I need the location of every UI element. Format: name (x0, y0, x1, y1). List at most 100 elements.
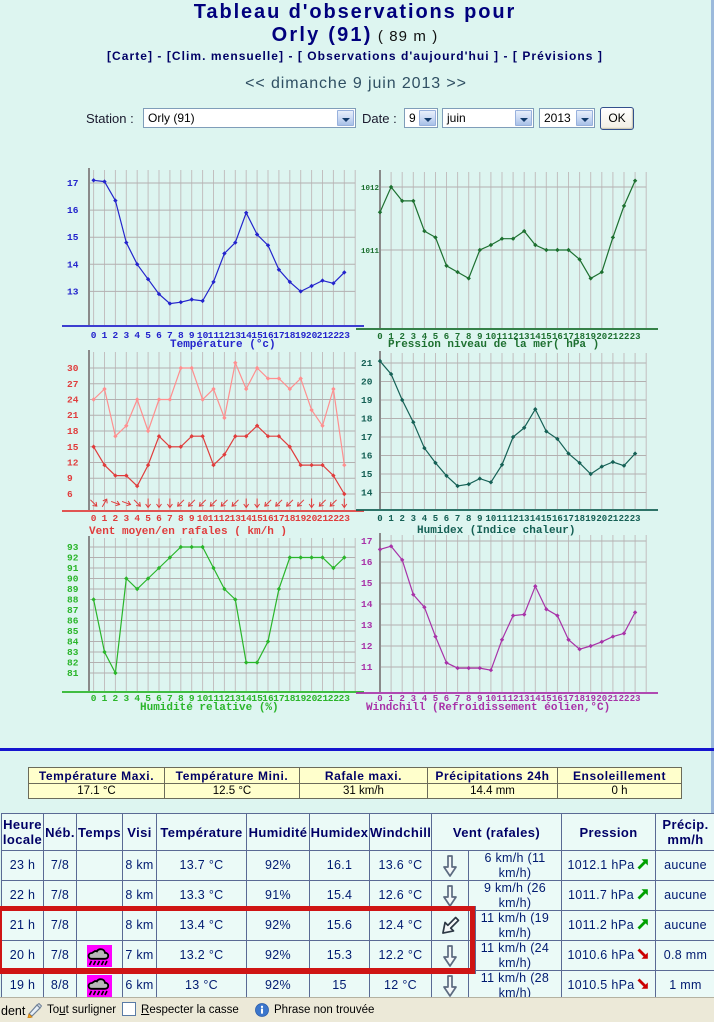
svg-text:13: 13 (230, 330, 242, 341)
svg-text:5: 5 (145, 513, 151, 524)
svg-text:12: 12 (508, 332, 519, 342)
svg-text:9: 9 (477, 332, 482, 342)
svg-text:11: 11 (208, 513, 220, 524)
svg-text:14: 14 (67, 259, 79, 270)
svg-text:18: 18 (284, 693, 296, 704)
svg-text:4: 4 (422, 694, 428, 704)
svg-text:30: 30 (67, 363, 79, 374)
svg-text:6: 6 (444, 332, 449, 342)
svg-text:6: 6 (444, 514, 449, 524)
svg-text:13: 13 (519, 332, 530, 342)
svg-text:7: 7 (167, 513, 173, 524)
svg-text:23: 23 (630, 332, 641, 342)
svg-text:19: 19 (295, 693, 307, 704)
svg-text:19: 19 (361, 395, 373, 406)
svg-text:0: 0 (91, 693, 97, 704)
svg-text:12: 12 (219, 693, 231, 704)
svg-text:13: 13 (519, 514, 530, 524)
svg-text:6: 6 (156, 513, 162, 524)
svg-text:17: 17 (361, 536, 373, 547)
svg-text:14: 14 (361, 488, 373, 499)
svg-text:8: 8 (466, 694, 471, 704)
svg-text:86: 86 (67, 616, 79, 627)
svg-text:15: 15 (251, 513, 263, 524)
svg-text:20: 20 (596, 514, 607, 524)
svg-text:9: 9 (189, 693, 195, 704)
svg-text:1012: 1012 (361, 185, 380, 193)
svg-text:10: 10 (197, 693, 209, 704)
svg-text:9: 9 (189, 330, 195, 341)
svg-text:27: 27 (67, 379, 79, 390)
svg-text:1: 1 (102, 513, 108, 524)
svg-text:16: 16 (552, 514, 563, 524)
svg-text:2: 2 (113, 693, 119, 704)
svg-text:21: 21 (67, 410, 79, 421)
svg-text:9: 9 (189, 513, 195, 524)
svg-text:11: 11 (497, 694, 508, 704)
svg-text:17: 17 (563, 332, 574, 342)
svg-text:17: 17 (563, 694, 574, 704)
svg-text:7: 7 (167, 330, 173, 341)
svg-text:14: 14 (530, 332, 541, 342)
svg-text:0: 0 (91, 330, 97, 341)
svg-text:13: 13 (230, 513, 242, 524)
svg-text:12: 12 (361, 641, 373, 652)
svg-text:17: 17 (67, 178, 79, 189)
svg-text:1: 1 (388, 694, 394, 704)
svg-text:7: 7 (455, 332, 460, 342)
svg-text:0: 0 (377, 332, 382, 342)
svg-text:2: 2 (113, 330, 119, 341)
svg-text:Humidité relative (%): Humidité relative (%) (140, 702, 279, 714)
svg-text:14: 14 (240, 330, 252, 341)
svg-text:7: 7 (167, 693, 173, 704)
svg-text:10: 10 (485, 694, 496, 704)
svg-text:5: 5 (433, 694, 438, 704)
svg-text:13: 13 (67, 286, 79, 297)
svg-text:3: 3 (123, 693, 129, 704)
svg-text:14: 14 (361, 599, 373, 610)
svg-text:91: 91 (67, 563, 79, 574)
svg-text:14: 14 (240, 693, 252, 704)
svg-text:83: 83 (67, 647, 79, 658)
svg-text:15: 15 (541, 694, 552, 704)
svg-text:12: 12 (67, 458, 79, 469)
svg-text:11: 11 (208, 330, 220, 341)
svg-text:8: 8 (178, 513, 184, 524)
svg-text:17: 17 (361, 432, 373, 443)
svg-text:24: 24 (67, 395, 79, 406)
svg-text:21: 21 (607, 694, 618, 704)
svg-text:23: 23 (339, 693, 351, 704)
svg-text:21: 21 (607, 514, 618, 524)
svg-text:11: 11 (497, 514, 508, 524)
svg-text:89: 89 (67, 584, 79, 595)
svg-text:Pression niveau de la mer( hPa: Pression niveau de la mer( hPa ) (388, 339, 599, 351)
svg-text:14: 14 (530, 694, 541, 704)
svg-text:20: 20 (596, 332, 607, 342)
svg-text:7: 7 (455, 694, 460, 704)
svg-text:20: 20 (361, 377, 373, 388)
svg-text:15: 15 (67, 232, 79, 243)
svg-text:15: 15 (361, 469, 373, 480)
svg-text:87: 87 (67, 605, 79, 616)
svg-text:88: 88 (67, 595, 79, 606)
svg-text:15: 15 (251, 330, 263, 341)
svg-text:Vent moyen/en rafales ( km/h ): Vent moyen/en rafales ( km/h ) (89, 526, 287, 536)
svg-text:16: 16 (552, 694, 563, 704)
svg-text:17: 17 (273, 513, 285, 524)
svg-text:5: 5 (433, 514, 438, 524)
svg-text:19: 19 (585, 332, 596, 342)
svg-text:4: 4 (134, 330, 140, 341)
svg-text:16: 16 (361, 557, 373, 568)
svg-text:90: 90 (67, 574, 79, 585)
svg-text:18: 18 (574, 694, 585, 704)
svg-text:22: 22 (328, 330, 340, 341)
svg-text:2: 2 (399, 332, 404, 342)
svg-text:3: 3 (123, 330, 129, 341)
svg-text:18: 18 (574, 332, 585, 342)
svg-text:8: 8 (178, 693, 184, 704)
svg-text:8: 8 (466, 514, 471, 524)
svg-text:22: 22 (328, 513, 340, 524)
svg-text:17: 17 (273, 330, 285, 341)
svg-text:1: 1 (102, 330, 108, 341)
svg-text:13: 13 (230, 693, 242, 704)
